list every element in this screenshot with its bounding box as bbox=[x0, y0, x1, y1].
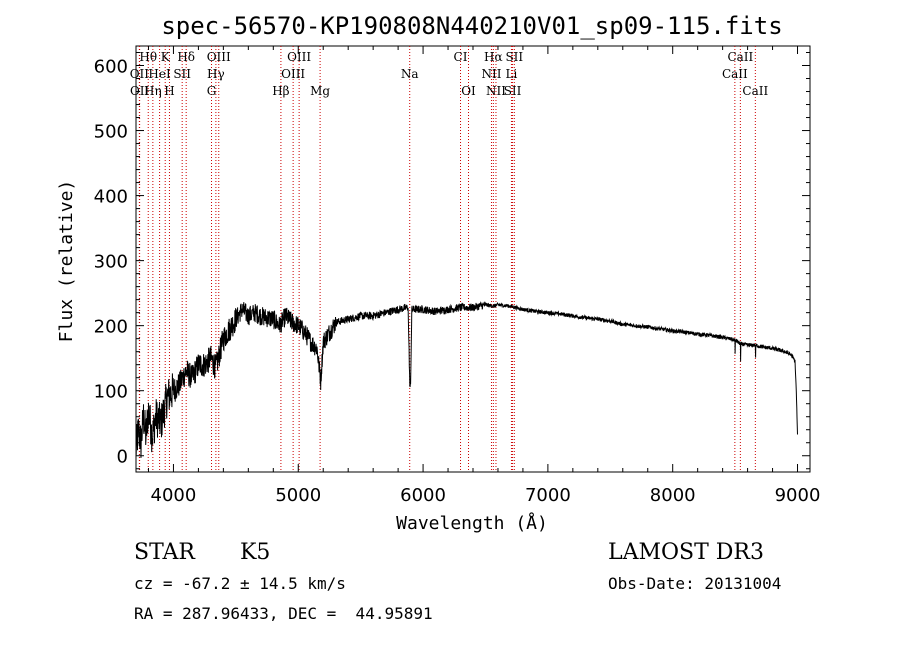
y-tick-label: 0 bbox=[117, 447, 128, 468]
x-tick-label: 9000 bbox=[775, 485, 821, 506]
x-tick-label: 4000 bbox=[151, 485, 197, 506]
spectral-line-label: G bbox=[207, 84, 217, 98]
y-tick-label: 200 bbox=[94, 317, 128, 338]
spectral-line-label: Hδ bbox=[177, 50, 195, 64]
spectral-line-label: H bbox=[164, 84, 174, 98]
spectral-line-label: Hβ bbox=[272, 84, 289, 98]
y-tick-label: 400 bbox=[94, 187, 128, 208]
redshift-cz: cz = -67.2 ± 14.5 km/s bbox=[134, 574, 346, 593]
spectral-line-label: Hγ bbox=[207, 67, 225, 81]
x-axis-label: Wavelength (Å) bbox=[396, 512, 548, 534]
spectral-line-label: NII bbox=[481, 67, 501, 81]
spectral-line-label: Li bbox=[506, 67, 518, 81]
survey-name: LAMOST DR3 bbox=[608, 540, 764, 565]
spectral-line-markers bbox=[138, 46, 756, 472]
spectral-line-label: OII bbox=[130, 84, 150, 98]
spectral-line-label: Hη bbox=[144, 84, 162, 98]
y-tick-label: 100 bbox=[94, 382, 128, 403]
chart-title: spec-56570-KP190808N440210V01_sp09-115.f… bbox=[161, 12, 782, 40]
spectral-line-label: Mg bbox=[310, 84, 330, 98]
y-tick-label: 500 bbox=[94, 122, 128, 143]
x-tick-label: 5000 bbox=[275, 485, 321, 506]
flux-series-line bbox=[135, 301, 798, 458]
spectral-line-label: OII bbox=[130, 67, 150, 81]
spectral-line-label: HeI bbox=[148, 67, 171, 81]
observation-date: Obs-Date: 20131004 bbox=[608, 574, 781, 593]
x-tick-label: 6000 bbox=[400, 485, 446, 506]
x-tick-label: 8000 bbox=[650, 485, 696, 506]
object-class: STAR bbox=[134, 540, 196, 565]
spectral-line-label: CaII bbox=[727, 50, 753, 64]
y-tick-label: 600 bbox=[94, 57, 128, 78]
spectral-line-label: SII bbox=[505, 50, 523, 64]
spectral-line-label: CaII bbox=[742, 84, 768, 98]
spectral-line-label: OIII bbox=[281, 67, 305, 81]
spectral-line-label: Na bbox=[401, 67, 419, 81]
spectral-line-label: OIII bbox=[207, 50, 231, 64]
plot-frame bbox=[135, 45, 811, 473]
ra-dec-coordinates: RA = 287.96433, DEC = 44.95891 bbox=[134, 604, 433, 623]
y-axis-label: Flux (relative) bbox=[56, 180, 77, 343]
object-subclass: K5 bbox=[240, 540, 270, 565]
spectral-line-label: SII bbox=[504, 84, 522, 98]
spectral-line-label: SII bbox=[173, 67, 191, 81]
y-tick-label: 300 bbox=[94, 252, 128, 273]
spectral-line-label: NII bbox=[486, 84, 506, 98]
axis-tick-labels: 4000 5000 6000 7000 8000 9000 0 100 200 300 400 500… bbox=[94, 57, 821, 506]
spectral-line-label: K bbox=[161, 50, 171, 64]
axis-ticks bbox=[136, 46, 810, 472]
spectral-line-label: Hα bbox=[484, 50, 503, 64]
spectral-line-label: CaII bbox=[722, 67, 748, 81]
x-tick-label: 7000 bbox=[525, 485, 571, 506]
spectral-line-label: Hθ bbox=[139, 50, 157, 64]
spectral-line-label: OIII bbox=[287, 50, 311, 64]
spectral-line-label: OI bbox=[461, 84, 476, 98]
spectral-line-label: CI bbox=[454, 50, 468, 64]
